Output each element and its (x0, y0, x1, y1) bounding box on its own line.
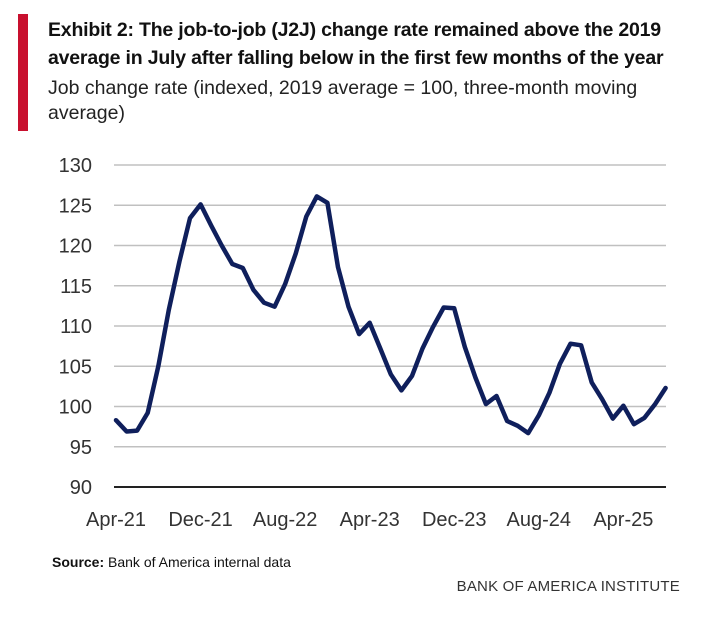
series-line-job-change-rate (113, 194, 668, 436)
x-tick-label-apr-23: Apr-23 (340, 509, 400, 531)
source-label: Source: (52, 554, 105, 570)
y-tick-label-105: 105 (59, 356, 92, 378)
y-tick-label-115: 115 (60, 276, 92, 298)
y-tick-label-110: 110 (60, 316, 92, 338)
x-tick-label-aug-22: Aug-22 (253, 509, 318, 531)
x-tick-label-aug-24: Aug-24 (507, 509, 572, 531)
x-tick-label-dec-21: Dec-21 (168, 509, 232, 531)
chart-subtitle: Job change rate (indexed, 2019 average =… (48, 77, 638, 124)
x-tick-label-dec-23: Dec-23 (422, 509, 486, 531)
source-text: Bank of America internal data (104, 554, 291, 570)
institute-logo-text: BANK OF AMERICA INSTITUTE (456, 578, 680, 595)
chart-title: Exhibit 2: The job-to-job (J2J) change r… (48, 19, 664, 69)
source-note: Source: Bank of America internal data (52, 554, 291, 570)
y-tick-label-130: 130 (59, 155, 92, 177)
x-tick-label-apr-21: Apr-21 (86, 509, 146, 531)
y-tick-label-125: 125 (59, 195, 92, 217)
accent-bar (18, 14, 28, 131)
y-tick-label-120: 120 (59, 236, 92, 258)
y-tick-label-90: 90 (70, 477, 92, 499)
y-tick-label-95: 95 (70, 437, 92, 459)
y-tick-label-100: 100 (59, 397, 92, 419)
line-chart: 90 95 100 105 110 115 120 125 130 Apr-21 Dec-21 Aug… (59, 155, 668, 531)
x-tick-label-apr-25: Apr-25 (593, 509, 653, 531)
